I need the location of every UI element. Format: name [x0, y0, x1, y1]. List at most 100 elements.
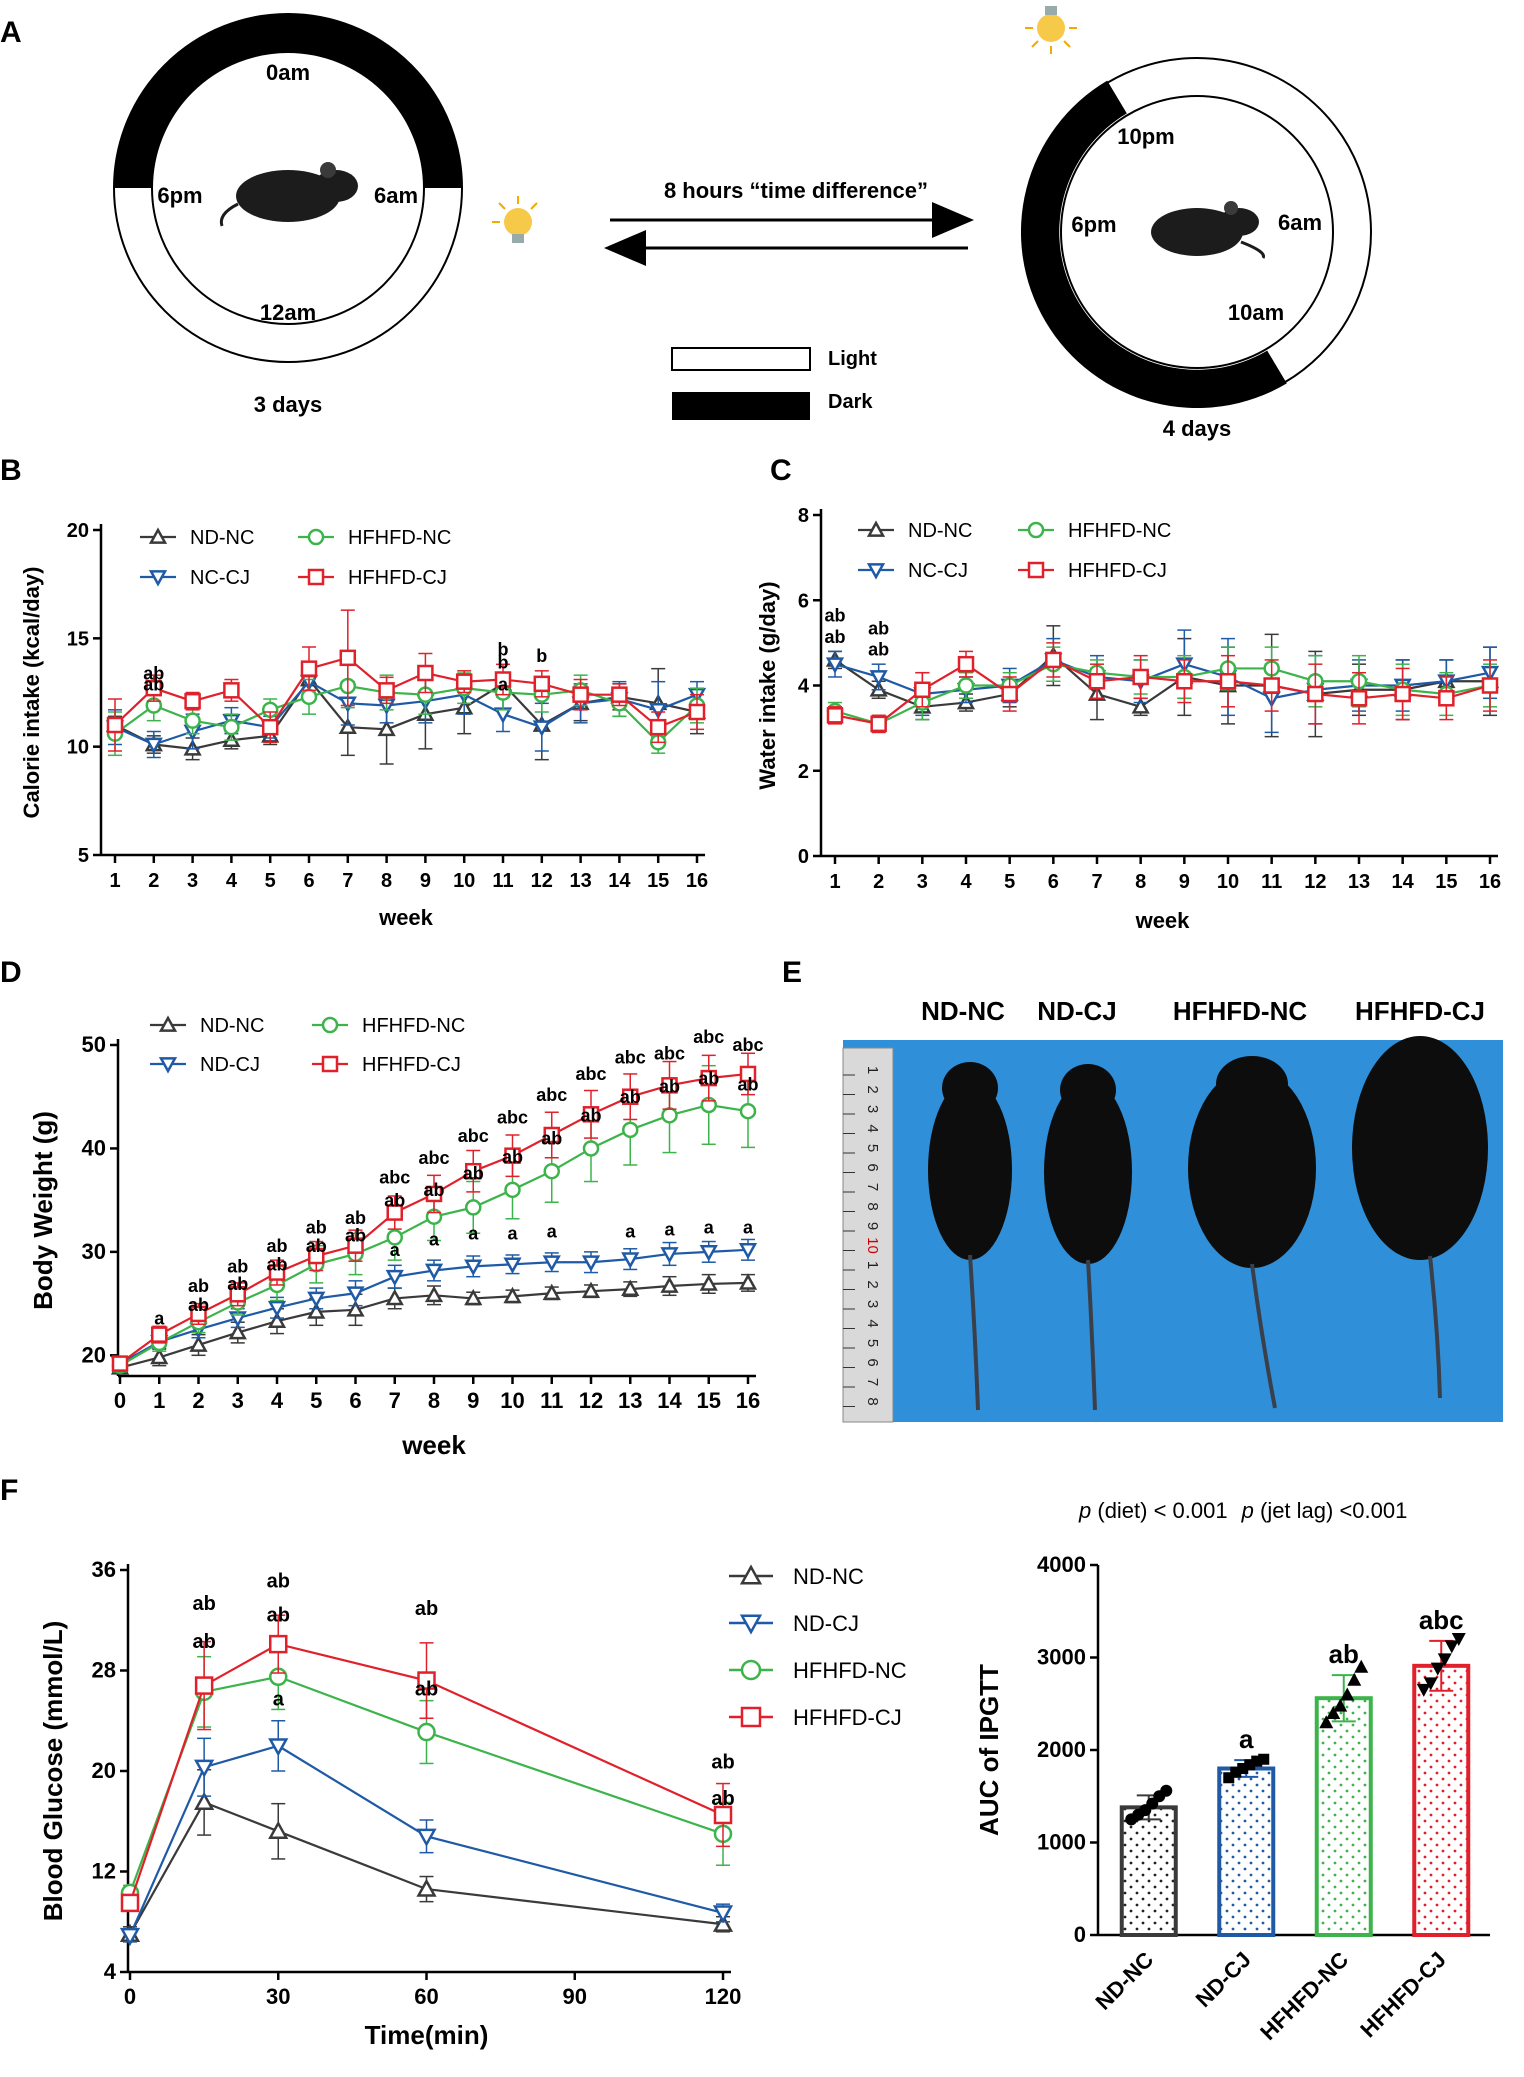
mouse-nd-cj	[1044, 1064, 1132, 1411]
significance-label: ab	[227, 1257, 248, 1277]
light-bulb-icon	[492, 196, 538, 243]
data-point	[660, 1247, 679, 1264]
x-tick-label: 12	[1304, 871, 1326, 893]
scatter-point	[1230, 1766, 1242, 1778]
left-clock-top-label: 0am	[266, 60, 310, 85]
data-point	[1088, 672, 1106, 690]
p-symbol: p	[1078, 1498, 1091, 1523]
mouse-nd-nc	[928, 1062, 1012, 1411]
legend-marker	[739, 1614, 763, 1635]
left-clock-left-label: 6pm	[157, 183, 202, 208]
x-tick-label: 6	[1048, 871, 1059, 893]
ruler-digit: 8	[864, 1397, 881, 1405]
x-tick-label: 1	[829, 871, 840, 893]
photo-label-nd-nc: ND-NC	[921, 996, 1005, 1026]
significance-label: ab	[868, 618, 889, 638]
photo-label-hfhfd-nc: HFHFD-NC	[1173, 996, 1308, 1026]
significance-label: a	[704, 1217, 715, 1237]
x-tick-label: 15	[697, 1388, 721, 1413]
x-tick-label: 6	[349, 1388, 361, 1413]
legend-label: HFHFD-CJ	[362, 1054, 461, 1076]
y-tick-label: 8	[798, 505, 809, 527]
significance-label: a	[154, 1308, 165, 1328]
scatter-point	[1251, 1755, 1263, 1767]
significance-label: abc	[654, 1043, 685, 1063]
data-point	[223, 682, 240, 699]
data-point	[712, 1905, 734, 1924]
auc-pvalue-title: p (diet) < 0.001 p (jet lag) <0.001	[1078, 1498, 1407, 1523]
significance-label: abc	[536, 1085, 567, 1105]
bar-nd-nc	[1119, 1805, 1178, 1937]
data-point	[465, 1162, 482, 1180]
scatter-point	[1258, 1753, 1270, 1765]
data-point	[267, 1300, 287, 1318]
significance-label: ab	[267, 1605, 290, 1627]
data-point	[1394, 685, 1411, 703]
data-point	[914, 681, 931, 699]
mouse-hfhfd-cj	[1352, 1036, 1488, 1399]
significance-label: a	[429, 1230, 440, 1250]
data-point	[1350, 690, 1368, 707]
data-point	[542, 1283, 561, 1301]
data-point	[194, 1676, 214, 1695]
data-point	[425, 1185, 443, 1203]
significance-label: ab	[267, 1571, 290, 1593]
data-point	[699, 1274, 718, 1291]
y-tick-label: 28	[92, 1658, 116, 1683]
data-point	[532, 720, 551, 737]
x-tick-label: 3	[232, 1388, 244, 1413]
x-tick-label: 3	[917, 871, 928, 893]
y-tick-label: 20	[82, 1342, 106, 1367]
data-point	[1176, 672, 1193, 690]
data-point	[543, 1162, 560, 1180]
significance-label: b	[498, 653, 509, 673]
right-clock-bottom-label: 10am	[1228, 300, 1284, 325]
data-point	[150, 1347, 169, 1365]
data-point	[106, 716, 124, 734]
data-point	[503, 1286, 522, 1304]
ruler-digit: 1	[864, 1066, 881, 1074]
data-point	[385, 1288, 404, 1306]
x-tick-label: 120	[705, 1984, 742, 2009]
x-tick-label: HFHFD-CJ	[1355, 1947, 1450, 2042]
data-point	[533, 675, 551, 693]
data-point	[738, 1273, 758, 1290]
significance-label: ab	[620, 1087, 641, 1107]
y-axis-title: Blood Glucose (mmol/L)	[38, 1621, 68, 1921]
legend-marker	[307, 568, 325, 586]
ruler-digit: 9	[864, 1222, 881, 1230]
legend-label: HFHFD-NC	[348, 527, 451, 549]
data-point	[307, 1291, 326, 1308]
ruler-digit: 7	[864, 1183, 881, 1191]
significance-label: abc	[458, 1126, 489, 1146]
data-point	[300, 688, 318, 706]
data-point	[1132, 668, 1149, 686]
panel-label-f: F	[0, 1474, 18, 1507]
legend-marker	[866, 520, 886, 537]
right-clock-caption: 4 days	[1163, 416, 1232, 441]
series-line-hfhfd-cj	[834, 658, 1491, 726]
y-tick-label: 40	[82, 1135, 106, 1160]
x-tick-label: 60	[414, 1984, 438, 2009]
x-axis-title: week	[401, 1430, 466, 1460]
legend-label: ND-NC	[793, 1564, 864, 1589]
x-axis-title: week	[1135, 908, 1191, 933]
y-axis-title: Water intake (g/day)	[755, 581, 780, 789]
y-tick-label: 6	[798, 590, 809, 612]
significance-label: ab	[824, 627, 845, 647]
significance-label: b	[498, 640, 509, 660]
x-tick-label: 11	[1261, 871, 1282, 893]
panel-e: ND-NC ND-CJ HFHFD-NC HFHFD-CJ 1234567891…	[842, 996, 1503, 1423]
data-point	[223, 718, 240, 736]
data-point	[144, 737, 163, 755]
significance-label: a	[743, 1217, 754, 1237]
left-clock-bottom-label: 12am	[260, 300, 316, 325]
data-point	[145, 679, 163, 697]
legend-marker	[321, 1055, 339, 1073]
legend-label: HFHFD-NC	[793, 1658, 907, 1683]
data-point	[661, 1077, 678, 1094]
data-point	[957, 677, 975, 694]
ruler-digit: 1	[864, 1261, 881, 1269]
x-tick-label: 12	[579, 1388, 603, 1413]
